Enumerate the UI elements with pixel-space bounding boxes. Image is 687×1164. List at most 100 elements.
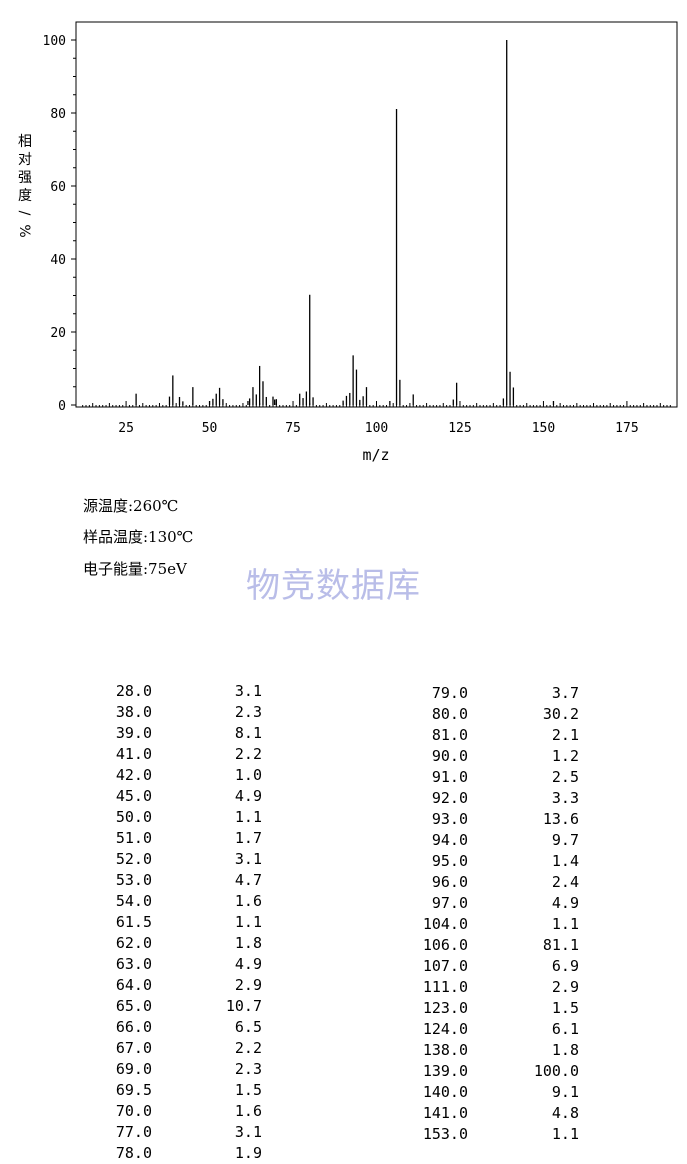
- peak-abundance: 1.9: [234, 1144, 262, 1162]
- peak-mz: 45.0: [115, 787, 152, 805]
- peak-row: 123.0 1.5: [400, 998, 590, 1019]
- peak-mz: 140.0: [422, 1083, 468, 1101]
- peak-mz: 92.0: [431, 789, 468, 807]
- peak-mz: 111.0: [422, 978, 468, 996]
- peak-row: 124.0 6.1: [400, 1019, 590, 1040]
- peak-mz: 39.0: [115, 724, 152, 742]
- peak-mz: 107.0: [422, 957, 468, 975]
- peak-abundance: 81.1: [542, 936, 579, 954]
- peak-mz: 96.0: [431, 873, 468, 891]
- peak-abundance: 2.3: [234, 1060, 262, 1078]
- peak-abundance: 1.0: [234, 766, 262, 784]
- peak-row: 111.0 2.9: [400, 977, 590, 998]
- x-tick-label: 25: [118, 421, 134, 436]
- peak-row: 51.0 1.7: [100, 828, 280, 849]
- peak-mz: 50.0: [115, 808, 152, 826]
- peak-row: 53.0 4.7: [100, 870, 280, 891]
- peak-abundance: 6.9: [551, 957, 579, 975]
- peak-abundance: 1.1: [551, 915, 579, 933]
- peak-mz: 64.0: [115, 976, 152, 994]
- x-tick-label: 50: [202, 421, 218, 436]
- peak-row: 90.0 1.2: [400, 746, 590, 767]
- peak-abundance: 3.3: [551, 789, 579, 807]
- x-axis: 25 50 75 100 125 150 175: [82, 401, 671, 436]
- peak-row: 66.0 6.5: [100, 1017, 280, 1038]
- peak-mz: 70.0: [115, 1102, 152, 1120]
- peak-row: 69.5 1.5: [100, 1080, 280, 1101]
- peak-abundance: 4.8: [551, 1104, 579, 1122]
- peak-row: 92.0 3.3: [400, 788, 590, 809]
- y-label-char: 对: [18, 152, 32, 168]
- peak-abundance: 1.1: [234, 913, 262, 931]
- y-label-char: 度: [18, 188, 32, 204]
- peak-abundance: 1.2: [551, 747, 579, 765]
- peak-mz: 78.0: [115, 1144, 152, 1162]
- peak-row: 54.0 1.6: [100, 891, 280, 912]
- peak-abundance: 2.2: [234, 745, 262, 763]
- peak-mz: 95.0: [431, 852, 468, 870]
- peak-abundance: 30.2: [542, 705, 579, 723]
- peak-mz: 69.0: [115, 1060, 152, 1078]
- peak-row: 80.0 30.2: [400, 704, 590, 725]
- sample-temperature: 样品温度:130℃: [83, 528, 194, 546]
- peak-mz: 41.0: [115, 745, 152, 763]
- peak-mz: 124.0: [422, 1020, 468, 1038]
- peak-abundance: 10.7: [225, 997, 262, 1015]
- peak-row: 78.0 1.9: [100, 1143, 280, 1164]
- peak-mz: 63.0: [115, 955, 152, 973]
- mass-spectrum-chart: 0 20 40 60 80 100 25 50 75 100 125 150 175 m/z 相对强度…: [16, 21, 678, 464]
- peak-row: 139.0 100.0: [400, 1061, 590, 1082]
- y-tick-label: 60: [50, 180, 66, 195]
- peak-row: 69.0 2.3: [100, 1059, 280, 1080]
- y-tick-label: 40: [50, 253, 66, 268]
- peak-mz: 62.0: [115, 934, 152, 952]
- peak-mz: 54.0: [115, 892, 152, 910]
- peak-abundance: 3.1: [234, 850, 262, 868]
- y-tick-label: 80: [50, 107, 66, 122]
- peak-mz: 141.0: [422, 1104, 468, 1122]
- y-label-char: 相: [18, 134, 32, 150]
- y-tick-label: 0: [58, 399, 66, 414]
- peak-row: 96.0 2.4: [400, 872, 590, 893]
- peak-mz: 53.0: [115, 871, 152, 889]
- peak-abundance: 3.1: [234, 682, 262, 700]
- peak-abundance: 2.5: [551, 768, 579, 786]
- peak-mz: 138.0: [422, 1041, 468, 1059]
- peak-row: 106.0 81.1: [400, 935, 590, 956]
- peak-abundance: 1.8: [234, 934, 262, 952]
- peak-mz: 91.0: [431, 768, 468, 786]
- peak-abundance: 4.9: [234, 787, 262, 805]
- peak-row: 42.0 1.0: [100, 765, 280, 786]
- peak-row: 138.0 1.8: [400, 1040, 590, 1061]
- peak-abundance: 2.1: [551, 726, 579, 744]
- peak-abundance: 4.9: [234, 955, 262, 973]
- peak-mz: 61.5: [115, 913, 152, 931]
- peak-abundance: 2.9: [234, 976, 262, 994]
- peak-row: 141.0 4.8: [400, 1103, 590, 1124]
- peak-abundance: 1.1: [234, 808, 262, 826]
- peak-abundance: 3.1: [234, 1123, 262, 1141]
- peak-abundance: 1.1: [551, 1125, 579, 1143]
- peak-mz: 123.0: [422, 999, 468, 1017]
- peak-mz: 42.0: [115, 766, 152, 784]
- y-label-char: /: [16, 211, 32, 216]
- peak-abundance: 1.6: [234, 892, 262, 910]
- peak-table-left: 28.0 3.1 38.0 2.3 39.0 8.1 41.0 2.2 42.0 1.0 45.0 4…: [100, 681, 280, 1164]
- peak-row: 65.0 10.7: [100, 996, 280, 1017]
- peak-abundance: 9.1: [551, 1083, 579, 1101]
- peak-mz: 51.0: [115, 829, 152, 847]
- peak-mz: 52.0: [115, 850, 152, 868]
- peak-row: 93.0 13.6: [400, 809, 590, 830]
- peak-row: 77.0 3.1: [100, 1122, 280, 1143]
- y-axis: 0 20 40 60 80 100: [43, 34, 76, 414]
- peak-mz: 69.5: [115, 1081, 152, 1099]
- peak-mz: 97.0: [431, 894, 468, 912]
- peak-row: 50.0 1.1: [100, 807, 280, 828]
- peak-mz: 104.0: [422, 915, 468, 933]
- peak-row: 94.0 9.7: [400, 830, 590, 851]
- peak-row: 61.5 1.1: [100, 912, 280, 933]
- peak-abundance: 1.7: [234, 829, 262, 847]
- y-label-char: %: [16, 224, 32, 237]
- peak-abundance: 13.6: [542, 810, 579, 828]
